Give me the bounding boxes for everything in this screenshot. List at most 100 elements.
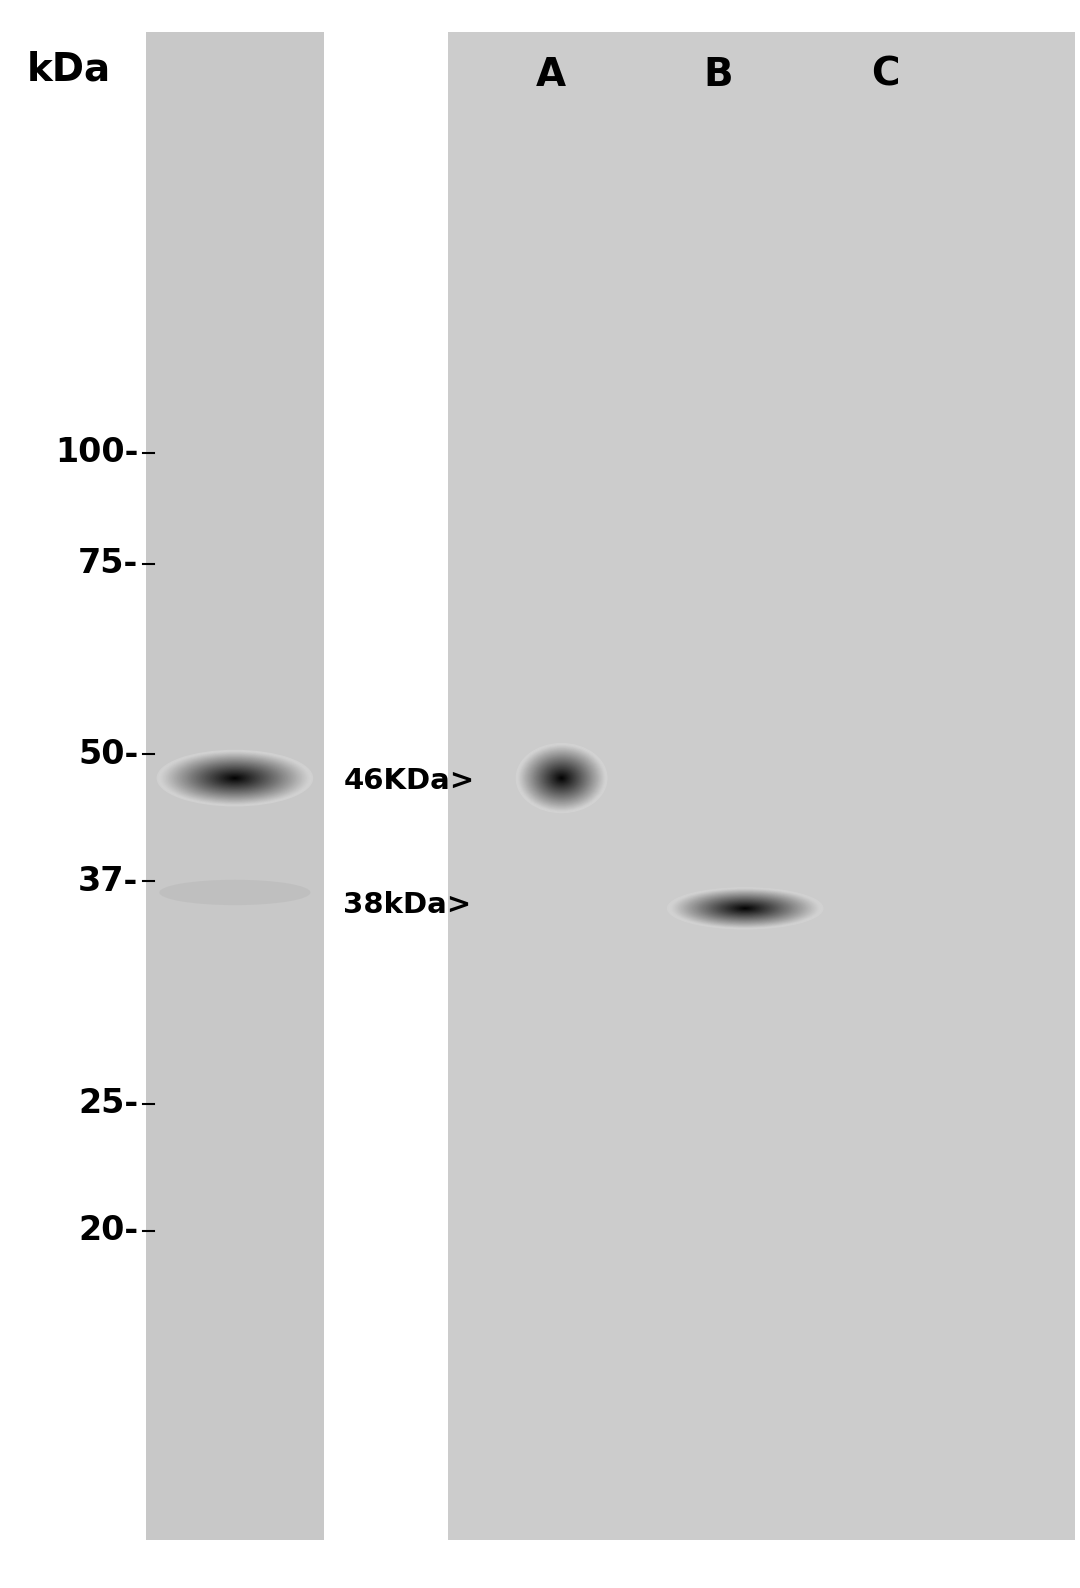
- Ellipse shape: [170, 754, 300, 802]
- Ellipse shape: [697, 896, 794, 921]
- Text: A: A: [536, 56, 566, 94]
- Ellipse shape: [558, 775, 565, 781]
- Ellipse shape: [669, 888, 822, 929]
- Ellipse shape: [535, 757, 590, 799]
- Ellipse shape: [696, 894, 795, 923]
- Ellipse shape: [530, 754, 593, 802]
- Text: 50-: 50-: [78, 738, 138, 770]
- Ellipse shape: [158, 751, 312, 805]
- Ellipse shape: [210, 769, 260, 788]
- Ellipse shape: [516, 743, 607, 813]
- Ellipse shape: [724, 902, 767, 915]
- Ellipse shape: [202, 767, 268, 789]
- Ellipse shape: [230, 777, 240, 780]
- Ellipse shape: [522, 748, 602, 808]
- Ellipse shape: [199, 765, 271, 791]
- Ellipse shape: [544, 765, 579, 791]
- Ellipse shape: [518, 745, 605, 811]
- Ellipse shape: [700, 896, 791, 921]
- Ellipse shape: [531, 754, 592, 802]
- Ellipse shape: [703, 897, 787, 919]
- Ellipse shape: [218, 772, 252, 784]
- Text: 46KDa>: 46KDa>: [343, 767, 475, 796]
- Ellipse shape: [528, 753, 595, 804]
- Ellipse shape: [555, 773, 568, 783]
- Ellipse shape: [215, 770, 255, 786]
- Ellipse shape: [188, 761, 282, 796]
- Ellipse shape: [212, 770, 258, 786]
- Ellipse shape: [206, 769, 264, 788]
- Ellipse shape: [683, 891, 808, 926]
- Ellipse shape: [175, 756, 295, 800]
- Ellipse shape: [180, 759, 289, 797]
- Ellipse shape: [185, 761, 285, 796]
- Ellipse shape: [725, 904, 766, 913]
- Ellipse shape: [717, 900, 773, 916]
- Ellipse shape: [524, 750, 599, 807]
- Ellipse shape: [676, 889, 814, 927]
- Ellipse shape: [673, 889, 818, 927]
- Ellipse shape: [534, 756, 590, 800]
- Ellipse shape: [727, 904, 764, 913]
- Ellipse shape: [710, 899, 781, 918]
- Ellipse shape: [177, 757, 293, 799]
- Ellipse shape: [556, 773, 567, 783]
- Ellipse shape: [519, 746, 604, 810]
- Ellipse shape: [540, 762, 583, 794]
- Ellipse shape: [546, 765, 577, 791]
- Ellipse shape: [226, 775, 244, 781]
- Text: B: B: [703, 56, 733, 94]
- Text: 75-: 75-: [78, 548, 138, 580]
- Ellipse shape: [667, 888, 824, 929]
- Ellipse shape: [174, 756, 296, 800]
- Ellipse shape: [516, 743, 607, 813]
- Ellipse shape: [222, 773, 247, 783]
- Text: 37-: 37-: [78, 865, 138, 897]
- Ellipse shape: [728, 904, 762, 913]
- Ellipse shape: [675, 889, 815, 927]
- Ellipse shape: [672, 888, 819, 929]
- Ellipse shape: [678, 891, 812, 926]
- Ellipse shape: [229, 777, 241, 780]
- Ellipse shape: [686, 892, 805, 924]
- Ellipse shape: [543, 764, 580, 792]
- Ellipse shape: [208, 769, 261, 788]
- Ellipse shape: [687, 892, 804, 924]
- Ellipse shape: [552, 770, 571, 786]
- Ellipse shape: [714, 900, 777, 916]
- Ellipse shape: [713, 899, 778, 918]
- Ellipse shape: [550, 769, 573, 788]
- Ellipse shape: [201, 765, 269, 791]
- Ellipse shape: [157, 750, 313, 807]
- Ellipse shape: [540, 761, 583, 796]
- Ellipse shape: [558, 777, 565, 780]
- Ellipse shape: [529, 754, 594, 802]
- Ellipse shape: [739, 907, 752, 910]
- Ellipse shape: [701, 897, 789, 919]
- Ellipse shape: [554, 772, 569, 784]
- Ellipse shape: [537, 759, 586, 797]
- FancyBboxPatch shape: [448, 32, 1075, 1540]
- Ellipse shape: [546, 767, 577, 789]
- Ellipse shape: [535, 757, 589, 799]
- Ellipse shape: [681, 891, 809, 926]
- Ellipse shape: [699, 896, 793, 921]
- Ellipse shape: [731, 905, 759, 912]
- Ellipse shape: [171, 754, 299, 802]
- Ellipse shape: [670, 888, 821, 929]
- Ellipse shape: [715, 900, 775, 916]
- Ellipse shape: [536, 759, 588, 797]
- Ellipse shape: [213, 770, 257, 786]
- Ellipse shape: [532, 756, 591, 800]
- Ellipse shape: [178, 757, 292, 799]
- Ellipse shape: [227, 775, 243, 781]
- Ellipse shape: [161, 751, 309, 805]
- Ellipse shape: [538, 761, 585, 796]
- Ellipse shape: [553, 772, 570, 784]
- Text: C: C: [872, 56, 900, 94]
- Ellipse shape: [559, 777, 564, 780]
- Ellipse shape: [204, 767, 267, 789]
- Ellipse shape: [553, 772, 570, 784]
- Ellipse shape: [191, 762, 279, 794]
- Ellipse shape: [738, 907, 753, 910]
